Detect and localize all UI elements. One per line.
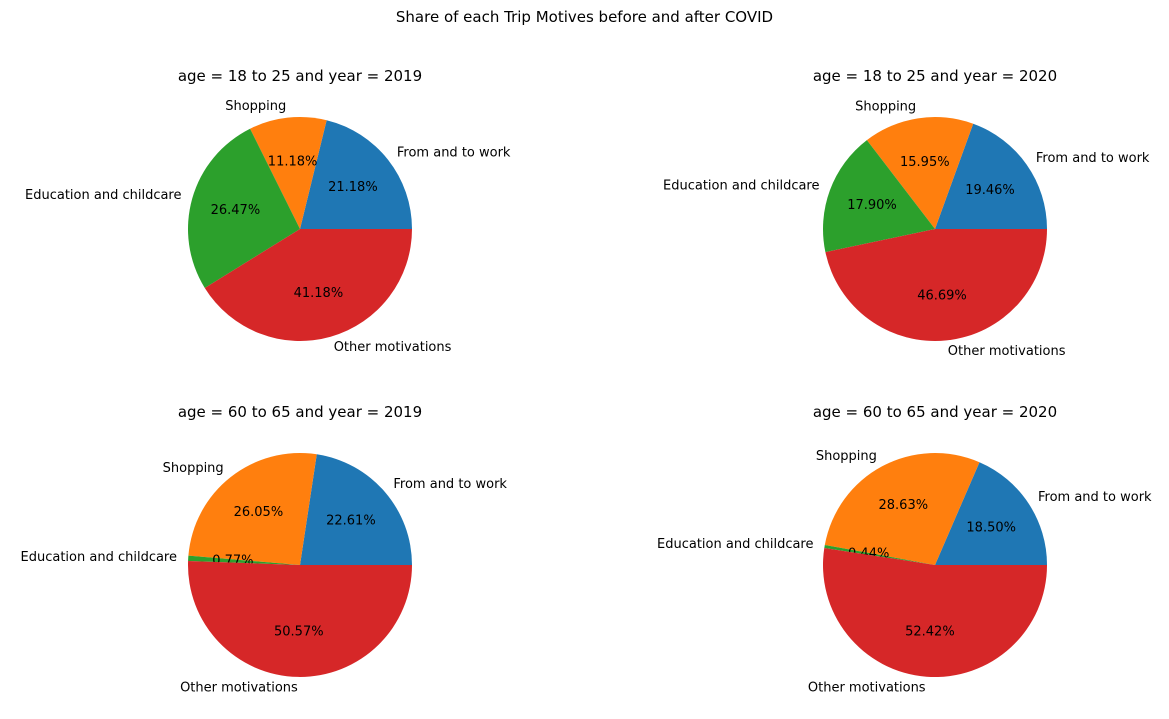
slice-label-education-and-childcare: Education and childcare <box>657 537 813 552</box>
pie-title: age = 60 to 65 and year = 2019 <box>178 403 422 421</box>
pie-slice-shopping <box>250 116 327 229</box>
pie-slice-from-and-to-work <box>300 120 412 229</box>
slice-percent-shopping: 11.18% <box>268 155 318 170</box>
slice-label-other-motivations: Other motivations <box>334 340 452 355</box>
pie-slice-from-and-to-work <box>300 454 412 565</box>
slice-percent-other-motivations: 52.42% <box>905 625 955 640</box>
slice-label-other-motivations: Other motivations <box>948 344 1066 359</box>
slice-percent-shopping: 26.05% <box>234 505 284 520</box>
slice-label-shopping: Shopping <box>225 99 286 114</box>
pie-chart-4: age = 60 to 65 and year = 2020 From and t… <box>657 403 1152 695</box>
slice-label-from-and-to-work: From and to work <box>1038 490 1152 505</box>
pie-slice-shopping <box>866 117 974 229</box>
slice-label-other-motivations: Other motivations <box>180 681 298 696</box>
slice-label-education-and-childcare: Education and childcare <box>25 188 181 203</box>
pie-chart-3: age = 60 to 65 and year = 2019 From and t… <box>21 403 508 696</box>
pie-title: age = 18 to 25 and year = 2020 <box>813 67 1057 85</box>
slice-label-shopping: Shopping <box>163 461 224 476</box>
slice-percent-shopping: 15.95% <box>900 155 950 170</box>
pie-slice-shopping <box>824 453 980 565</box>
slice-label-from-and-to-work: From and to work <box>1036 151 1150 166</box>
pie-chart-1: age = 18 to 25 and year = 2019 From and t… <box>25 67 511 355</box>
slice-percent-from-and-to-work: 21.18% <box>328 180 378 195</box>
slice-percent-other-motivations: 41.18% <box>294 286 344 301</box>
pie-slice-education-and-childcare <box>824 544 935 565</box>
slice-label-from-and-to-work: From and to work <box>393 477 507 492</box>
pie-slice-other-motivations <box>204 229 412 341</box>
pie-slice-education-and-childcare <box>822 140 935 253</box>
slice-percent-other-motivations: 50.57% <box>274 625 324 640</box>
pie-slice-from-and-to-work <box>935 462 1047 565</box>
slice-label-education-and-childcare: Education and childcare <box>663 179 819 194</box>
slice-percent-education-and-childcare: 17.90% <box>847 198 897 213</box>
pie-title: age = 60 to 65 and year = 2020 <box>813 403 1057 421</box>
slice-label-from-and-to-work: From and to work <box>397 145 511 160</box>
slice-percent-from-and-to-work: 22.61% <box>326 514 376 529</box>
slice-label-shopping: Shopping <box>816 449 877 464</box>
pie-slice-other-motivations <box>188 560 412 677</box>
pie-slice-education-and-childcare <box>188 128 300 288</box>
pie-slice-from-and-to-work <box>935 123 1047 229</box>
pie-slice-other-motivations <box>825 229 1047 342</box>
pie-slice-education-and-childcare <box>188 555 300 565</box>
slice-percent-from-and-to-work: 18.50% <box>966 521 1016 536</box>
slice-label-other-motivations: Other motivations <box>808 680 926 695</box>
figure-suptitle: Share of each Trip Motives before and af… <box>396 8 773 26</box>
pie-slice-shopping <box>188 452 317 565</box>
pie-slice-other-motivations <box>823 548 1047 678</box>
slice-percent-education-and-childcare: 26.47% <box>211 203 261 218</box>
slice-label-education-and-childcare: Education and childcare <box>21 550 177 565</box>
slice-percent-from-and-to-work: 19.46% <box>965 183 1015 198</box>
slice-label-shopping: Shopping <box>855 100 916 115</box>
pie-title: age = 18 to 25 and year = 2019 <box>178 67 422 85</box>
slice-percent-other-motivations: 46.69% <box>917 288 967 303</box>
pie-chart-2: age = 18 to 25 and year = 2020 From and t… <box>663 67 1150 359</box>
slice-percent-shopping: 28.63% <box>879 498 929 513</box>
